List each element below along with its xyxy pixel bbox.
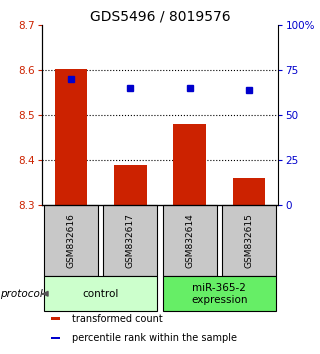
Bar: [163, 276, 276, 312]
Bar: [55, 69, 87, 205]
Bar: [44, 205, 98, 276]
Text: percentile rank within the sample: percentile rank within the sample: [72, 333, 237, 343]
Bar: [44, 276, 157, 312]
Title: GDS5496 / 8019576: GDS5496 / 8019576: [90, 10, 230, 24]
Text: miR-365-2
expression: miR-365-2 expression: [191, 283, 247, 304]
Bar: [114, 165, 147, 205]
Text: control: control: [83, 289, 119, 299]
Text: protocol: protocol: [0, 289, 43, 299]
Bar: [103, 205, 157, 276]
Bar: [51, 337, 60, 339]
Bar: [51, 317, 60, 320]
Text: GSM832616: GSM832616: [67, 213, 76, 268]
Text: GSM832615: GSM832615: [244, 213, 253, 268]
Text: GSM832614: GSM832614: [185, 213, 194, 268]
Bar: [173, 124, 206, 205]
Bar: [233, 178, 265, 205]
Bar: [163, 205, 217, 276]
Text: GSM832617: GSM832617: [126, 213, 135, 268]
Bar: [222, 205, 276, 276]
Text: transformed count: transformed count: [72, 314, 163, 324]
